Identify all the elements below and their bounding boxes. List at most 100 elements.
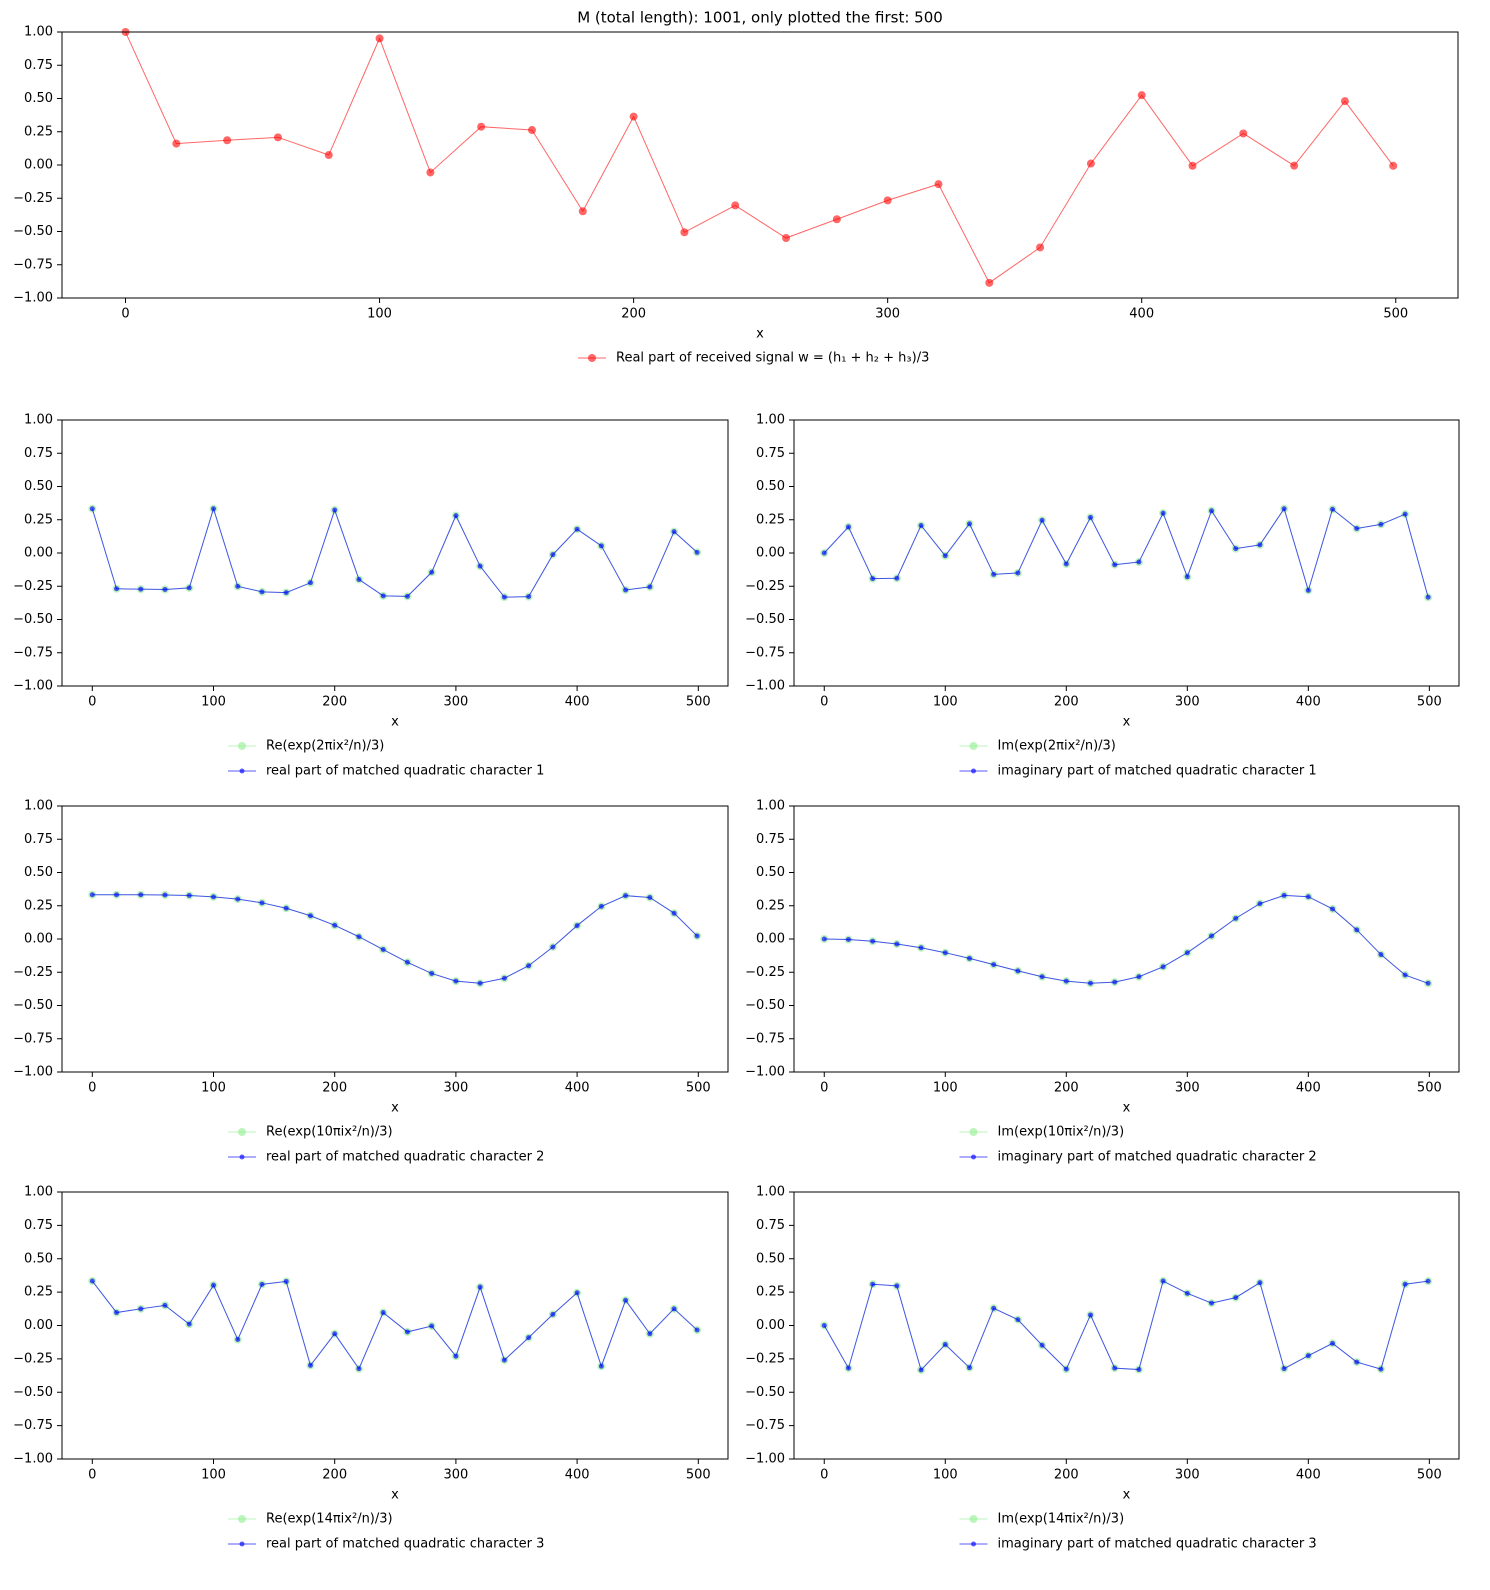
series-line (91, 507, 698, 598)
data-point (1354, 1359, 1360, 1365)
x-tick-label: 100 (933, 695, 958, 710)
data-point (235, 896, 241, 902)
y-tick-label: −0.25 (13, 191, 53, 206)
y-tick-label: 0.50 (756, 479, 785, 494)
y-tick-label: 0.00 (756, 1318, 785, 1333)
data-point (966, 1365, 972, 1371)
data-point (1305, 894, 1311, 900)
data-point (114, 586, 120, 592)
data-point (186, 893, 192, 899)
legend-label: Im(exp(2πix²/n)/3) (998, 739, 1116, 754)
data-point (404, 1329, 410, 1335)
y-tick-label: 0.75 (756, 832, 785, 847)
data-point (1063, 1366, 1069, 1372)
data-point (526, 1335, 532, 1341)
legend-marker (971, 768, 976, 774)
data-point (680, 228, 689, 237)
data-point (429, 970, 435, 976)
data-point (1290, 161, 1299, 170)
x-tick-label: 200 (322, 695, 347, 710)
data-point (1087, 980, 1093, 986)
y-tick-label: 0.75 (24, 832, 53, 847)
y-tick-label: 0.00 (24, 546, 53, 561)
data-point (429, 1323, 435, 1329)
data-point (1402, 1281, 1408, 1287)
data-point (1378, 952, 1384, 958)
y-tick-label: 1.00 (24, 799, 53, 814)
data-point (453, 978, 459, 984)
axes-frame (61, 1191, 729, 1460)
data-point (477, 563, 483, 569)
data-point (273, 133, 282, 142)
x-tick-label: 300 (1175, 1468, 1200, 1483)
data-point (1136, 974, 1142, 980)
series-line (91, 1280, 698, 1370)
y-tick-label: −0.75 (13, 1418, 53, 1433)
y-tick-label: −0.75 (13, 257, 53, 272)
data-point (1136, 1367, 1142, 1373)
x-axis-label: x (391, 715, 399, 730)
axes-frame (61, 31, 1459, 299)
legend-marker (238, 1128, 246, 1136)
data-point (1281, 506, 1287, 512)
legend-label: Re(exp(14πix²/n)/3) (266, 1512, 393, 1527)
data-point (138, 1306, 144, 1312)
x-tick-label: 100 (367, 307, 392, 322)
data-point (550, 552, 556, 558)
y-tick-label: 0.25 (24, 1285, 53, 1300)
data-point (782, 234, 791, 243)
data-point (172, 139, 181, 148)
series-line (823, 1280, 1429, 1371)
data-point (114, 1310, 120, 1316)
y-tick-label: 1.00 (24, 413, 53, 428)
data-point (283, 1278, 289, 1284)
data-point (211, 1282, 217, 1288)
data-point (1378, 521, 1384, 527)
y-tick-label: −0.75 (745, 1031, 785, 1046)
x-tick-label: 300 (1175, 695, 1200, 710)
data-point (89, 506, 95, 512)
data-point (821, 936, 827, 942)
data-point (453, 513, 459, 519)
legend-label: imaginary part of matched quadratic char… (998, 764, 1317, 779)
y-tick-label: −0.50 (745, 998, 785, 1013)
x-tick-label: 500 (686, 695, 711, 710)
y-tick-label: 0.50 (756, 865, 785, 880)
data-point (550, 1311, 556, 1317)
y-tick-label: 0.25 (756, 512, 785, 527)
data-point (429, 569, 435, 575)
y-tick-label: 0.00 (24, 932, 53, 947)
data-point (1039, 517, 1045, 523)
x-tick-label: 200 (1054, 1081, 1079, 1096)
data-point (942, 1341, 948, 1347)
y-tick-label: 0.25 (756, 1285, 785, 1300)
data-point (918, 1367, 924, 1373)
data-point (453, 1353, 459, 1359)
axes-frame (61, 805, 729, 1073)
data-point (1239, 129, 1248, 138)
data-point (1402, 511, 1408, 517)
legend-label: Im(exp(10πix²/n)/3) (998, 1125, 1125, 1140)
data-point (1015, 968, 1021, 974)
data-point (332, 507, 338, 513)
data-point (1425, 980, 1431, 986)
x-tick-label: 300 (875, 307, 900, 322)
data-point (477, 1284, 483, 1290)
data-point (211, 894, 217, 900)
x-tick-label: 500 (686, 1081, 711, 1096)
data-point (404, 959, 410, 965)
data-point (307, 913, 313, 919)
data-point (1233, 546, 1239, 552)
data-point (1425, 594, 1431, 600)
y-tick-label: 1.00 (24, 1185, 53, 1200)
data-point (1087, 514, 1093, 520)
data-point (375, 34, 384, 43)
data-point (259, 1281, 265, 1287)
data-point (1233, 1295, 1239, 1301)
data-point (1378, 1366, 1384, 1372)
legend-label: real part of matched quadratic character… (266, 764, 544, 779)
data-point (671, 910, 677, 916)
x-tick-label: 0 (88, 1468, 96, 1483)
x-tick-label: 100 (933, 1468, 958, 1483)
